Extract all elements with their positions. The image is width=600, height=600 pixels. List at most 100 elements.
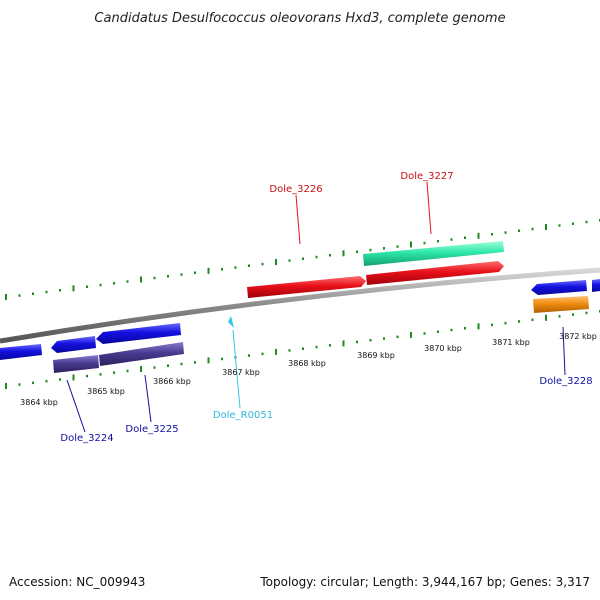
major-tick — [207, 267, 210, 274]
minor-tick — [86, 374, 88, 378]
gene-arrow-dole-3227-alt[interactable] — [363, 241, 504, 266]
gene-label-dole-3227[interactable]: Dole_3227 — [400, 171, 453, 182]
minor-tick — [302, 257, 304, 260]
minor-tick — [504, 321, 507, 325]
kbp-label: 3870 kbp — [424, 344, 462, 353]
gene-arrow-left-edge[interactable] — [0, 344, 42, 360]
minor-tick — [450, 238, 453, 241]
gene-arrow-right-edge[interactable] — [592, 279, 600, 292]
minor-tick — [518, 229, 520, 232]
minor-tick — [86, 285, 88, 288]
kbp-label: 3866 kbp — [153, 377, 191, 386]
minor-tick — [450, 328, 453, 332]
leader-dole-3227 — [426, 181, 432, 235]
minor-tick — [531, 227, 534, 231]
reverse-tick-track — [5, 310, 600, 389]
gene-arrow-dole-3224[interactable] — [51, 336, 96, 353]
minor-tick — [585, 220, 588, 224]
minor-tick — [126, 280, 129, 283]
minor-tick — [572, 313, 574, 316]
major-tick — [72, 285, 75, 292]
leader-dole-3225 — [144, 374, 152, 423]
minor-tick — [315, 345, 318, 349]
gene-label-dole-r0051[interactable]: Dole_R0051 — [213, 410, 273, 421]
minor-tick — [221, 268, 223, 271]
major-tick — [207, 357, 210, 364]
minor-tick — [59, 289, 61, 292]
gene-shadow-dole-3225 — [99, 342, 184, 366]
minor-tick — [383, 337, 385, 340]
kbp-label: 3871 kbp — [492, 338, 530, 347]
minor-tick — [153, 366, 156, 369]
minor-tick — [558, 224, 561, 227]
minor-tick — [180, 362, 183, 366]
leader-dole-3226 — [295, 194, 301, 245]
minor-tick — [464, 236, 466, 239]
minor-tick — [234, 266, 237, 269]
minor-tick — [491, 323, 493, 327]
gene-label-dole-3228[interactable]: Dole_3228 — [539, 376, 592, 387]
minor-tick — [356, 340, 358, 344]
gene-label-dole-3226[interactable]: Dole_3226 — [269, 184, 322, 195]
minor-tick — [113, 282, 115, 285]
kbp-label: 3865 kbp — [87, 387, 125, 396]
minor-tick — [113, 371, 115, 374]
gene-arrow-dole-3225[interactable] — [96, 323, 181, 344]
minor-tick — [504, 231, 507, 234]
minor-tick — [261, 352, 264, 356]
minor-tick — [329, 254, 331, 257]
minor-tick — [491, 233, 493, 236]
kbp-label: 3869 kbp — [357, 351, 395, 360]
major-tick — [140, 366, 142, 372]
minor-tick — [396, 335, 399, 339]
minor-tick — [585, 311, 588, 315]
minor-tick — [261, 262, 264, 266]
minor-tick — [167, 364, 169, 367]
minor-tick — [531, 318, 534, 321]
gene-shadow-dole-3224 — [53, 355, 99, 373]
minor-tick — [32, 381, 34, 385]
major-tick — [5, 294, 7, 300]
minor-tick — [194, 361, 196, 364]
gene-arrow-dole-3227[interactable] — [366, 261, 504, 285]
kbp-label: 3867 kbp — [222, 368, 260, 377]
gene-label-dole-3225[interactable]: Dole_3225 — [125, 424, 178, 435]
major-tick — [140, 276, 142, 283]
major-tick — [275, 259, 277, 265]
gene-arrow-dole-3228[interactable] — [531, 280, 587, 295]
genome-backbone — [0, 267, 600, 344]
accession-text: Accession: NC_009943 — [9, 575, 145, 589]
major-tick — [477, 232, 480, 239]
leader-dole-r0051 — [232, 329, 241, 409]
minor-tick — [356, 250, 358, 253]
major-tick — [410, 331, 412, 338]
minor-tick — [423, 241, 426, 245]
kbp-label: 3868 kbp — [288, 359, 326, 368]
minor-tick — [329, 344, 331, 347]
minor-tick — [423, 332, 426, 335]
minor-tick — [167, 275, 169, 278]
major-tick — [342, 340, 345, 347]
minor-tick — [518, 320, 520, 323]
minor-tick — [369, 339, 372, 342]
minor-tick — [32, 292, 34, 295]
leader-dole-3224 — [66, 379, 86, 433]
major-tick — [477, 323, 480, 330]
minor-tick — [288, 259, 291, 262]
minor-tick — [221, 357, 223, 361]
minor-tick — [126, 369, 129, 373]
leader-dole-3228 — [562, 326, 566, 376]
minor-tick — [153, 276, 156, 280]
kbp-label: 3872 kbp — [559, 332, 597, 341]
gene-label-dole-3224[interactable]: Dole_3224 — [60, 433, 113, 444]
minor-tick — [396, 245, 399, 248]
genome-summary-text: Topology: circular; Length: 3,944,167 bp… — [259, 575, 590, 589]
major-tick — [72, 374, 75, 381]
minor-tick — [45, 290, 48, 294]
gene-arrow-dole-3226[interactable] — [247, 276, 366, 298]
minor-tick — [302, 347, 304, 350]
minor-tick — [99, 283, 102, 287]
gene-bar-orange[interactable] — [533, 296, 589, 313]
rna-marker-dole-r0051[interactable] — [228, 316, 234, 328]
